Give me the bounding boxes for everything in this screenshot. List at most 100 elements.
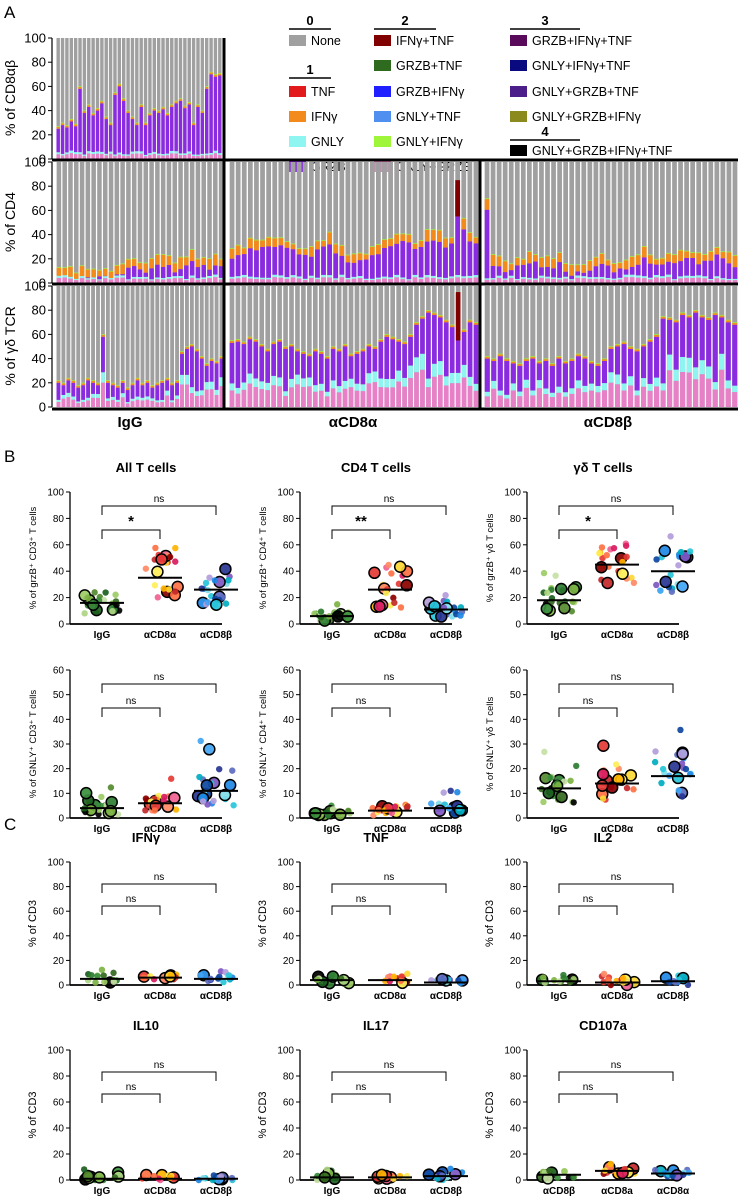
bar-segment: [414, 372, 419, 407]
bar-segment-none: [114, 162, 120, 283]
bar-segment: [95, 108, 100, 111]
legend-swatch: [374, 111, 391, 122]
bar-segment: [125, 388, 130, 391]
bar-segment: [140, 383, 145, 386]
bar-segment: [484, 391, 490, 397]
data-point: [686, 548, 694, 555]
bar-segment: [200, 113, 205, 154]
data-point: [668, 760, 681, 773]
bar-segment: [720, 279, 726, 283]
significance-bracket: [558, 707, 618, 717]
bar-segment: [62, 268, 67, 276]
bar-segment: [530, 390, 536, 396]
stacked-bar: [315, 162, 320, 283]
legend-label: GRZB+TNF: [396, 59, 463, 73]
bar-segment: [65, 127, 69, 153]
legend-header-3: 3: [541, 13, 548, 28]
bar-segment: [165, 390, 170, 396]
bar-segment: [414, 357, 419, 373]
bar-segment: [160, 279, 166, 283]
bar-segment: [569, 361, 575, 389]
data-point: [630, 786, 637, 793]
bar-segment-none: [143, 38, 148, 159]
bar-segment: [396, 339, 401, 340]
bar-segment: [601, 383, 608, 391]
bar-segment: [497, 390, 503, 396]
bar-segment: [73, 126, 78, 153]
bar-segment: [360, 384, 366, 392]
bar-segment: [56, 380, 61, 383]
bar-segment-none: [702, 162, 708, 283]
bar-segment: [87, 105, 91, 107]
legend-label: GNLY+GRZB+TNF: [532, 85, 639, 99]
data-point: [630, 579, 638, 587]
bar-segment: [78, 86, 82, 88]
bar-segment: [207, 269, 212, 276]
data-point: [168, 791, 181, 805]
bar-segment: [100, 103, 104, 152]
bar-segment: [473, 275, 479, 278]
bar-segment: [461, 217, 467, 219]
bar-segment: [530, 395, 536, 407]
bar-segment: [390, 387, 396, 407]
data-point: [210, 797, 217, 805]
stacked-bar: [272, 162, 278, 283]
bar-segment: [56, 399, 61, 402]
bar-segment: [155, 400, 160, 403]
bar-segment: [339, 244, 345, 246]
bar-segment: [196, 106, 200, 155]
bar-segment: [253, 341, 259, 379]
bar-segment: [131, 258, 137, 260]
bar-segment: [199, 395, 204, 407]
bar-segment: [113, 154, 117, 156]
bar-segment-none: [382, 162, 387, 283]
bar-segment: [321, 277, 326, 283]
data-point: [210, 598, 223, 611]
stacked-bar: [467, 286, 473, 407]
bar-segment: [160, 278, 166, 280]
bar-segment: [514, 278, 520, 281]
bar-segment: [406, 279, 412, 281]
bar-segment: [611, 263, 617, 273]
bar-segment: [272, 277, 278, 283]
bar-segment: [732, 278, 738, 281]
bar-segment: [333, 279, 339, 283]
stacked-bar: [523, 286, 529, 407]
bar-segment: [143, 156, 148, 159]
bar-segment: [160, 266, 166, 279]
stacked-bar: [443, 286, 449, 407]
bar-segment: [86, 377, 91, 379]
stacked-bar: [348, 286, 354, 407]
bar-segment: [96, 394, 100, 398]
bar-segment: [437, 314, 443, 316]
data-point: [368, 566, 381, 580]
bar-segment: [139, 105, 143, 107]
data-point: [404, 970, 411, 977]
bar-segment: [180, 374, 184, 385]
stacked-bar: [539, 162, 544, 283]
stacked-bar: [378, 286, 384, 407]
bar-segment: [74, 273, 79, 279]
bar-segment: [165, 377, 170, 379]
bar-segment: [623, 259, 629, 261]
bar-segment: [690, 258, 696, 276]
bar-segment: [517, 396, 523, 407]
bar-segment: [139, 153, 143, 159]
data-point: [404, 803, 411, 810]
bar-segment: [122, 98, 126, 100]
bar-segment: [641, 257, 647, 277]
bar-segment: [86, 400, 91, 407]
bar-segment: [187, 151, 191, 154]
bar-segment: [467, 232, 473, 242]
plot-title: CD4 T cells: [341, 460, 411, 475]
bar-segment: [641, 246, 647, 258]
bar-segment-none: [201, 162, 206, 283]
x-tick-label: IgG: [324, 630, 341, 641]
bar-segment: [284, 241, 290, 242]
bar-segment: [673, 369, 679, 381]
data-point: [225, 577, 232, 584]
bar-segment: [143, 276, 149, 279]
stacked-bar: [324, 286, 330, 407]
bar-segment: [549, 397, 555, 407]
data-point: [612, 773, 625, 786]
